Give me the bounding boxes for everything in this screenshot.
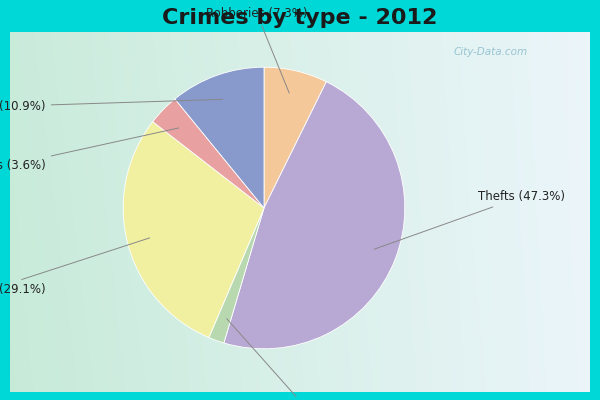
Text: Crimes by type - 2012: Crimes by type - 2012 bbox=[163, 8, 437, 28]
Wedge shape bbox=[264, 67, 326, 208]
Wedge shape bbox=[123, 122, 264, 338]
Text: Rapes (3.6%): Rapes (3.6%) bbox=[0, 128, 179, 172]
Wedge shape bbox=[209, 208, 264, 343]
Wedge shape bbox=[224, 82, 405, 349]
Text: Assaults (10.9%): Assaults (10.9%) bbox=[0, 99, 223, 113]
Wedge shape bbox=[153, 99, 264, 208]
Text: Thefts (47.3%): Thefts (47.3%) bbox=[374, 190, 565, 249]
Wedge shape bbox=[175, 67, 264, 208]
Text: Burglaries (29.1%): Burglaries (29.1%) bbox=[0, 238, 149, 296]
Text: City-Data.com: City-Data.com bbox=[454, 47, 528, 57]
Text: Auto thefts (1.8%): Auto thefts (1.8%) bbox=[227, 319, 361, 400]
Text: Robberies (7.3%): Robberies (7.3%) bbox=[206, 7, 308, 93]
